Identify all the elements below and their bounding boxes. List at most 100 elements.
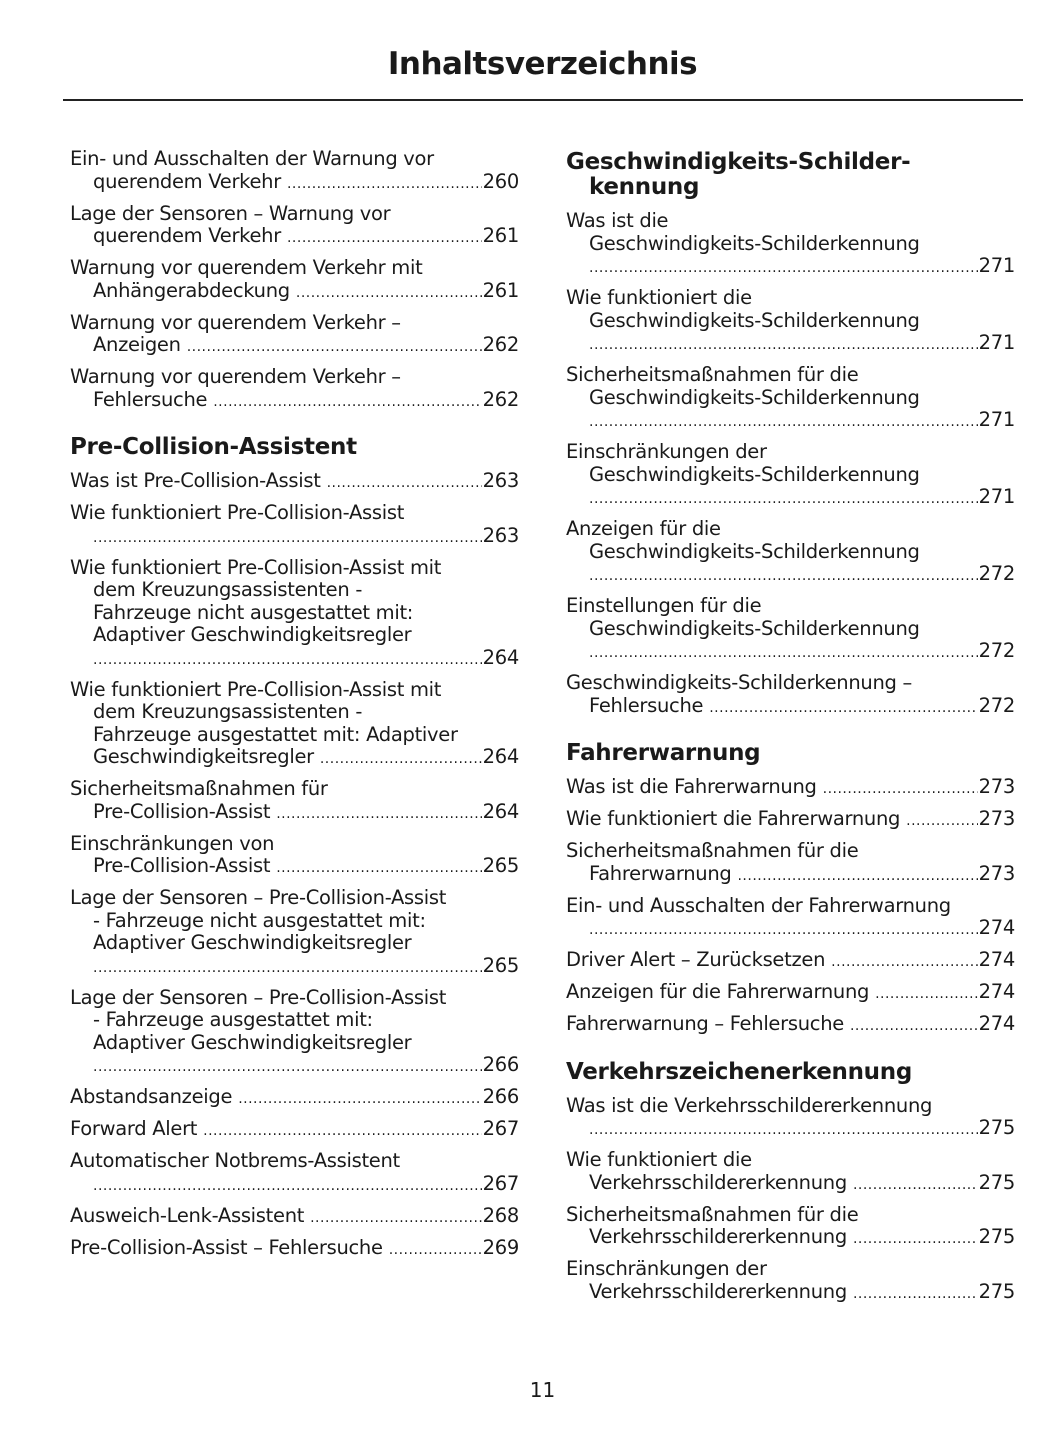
dot-leader xyxy=(93,955,482,980)
toc-page-number[interactable]: 274 xyxy=(978,980,1016,1003)
dot-leader xyxy=(287,225,482,250)
toc-page-number[interactable]: 266 xyxy=(482,1085,520,1108)
toc-page-number[interactable]: 272 xyxy=(978,562,1016,585)
toc-entry-line: Forward Alert xyxy=(70,1117,198,1140)
toc-entry-line: Fahrerwarnung xyxy=(589,861,732,885)
toc-entry[interactable]: Pre-Collision-Assist – Fehlersuche 269 xyxy=(70,1235,520,1262)
toc-entry[interactable]: Einschränkungen der Geschwindigkeits-Schi… xyxy=(566,440,1016,511)
toc-entry[interactable]: Fahrerwarnung – Fehlersuche 274 xyxy=(566,1012,1016,1038)
toc-page-number[interactable]: 264 xyxy=(482,645,520,669)
toc-entry[interactable]: Forward Alert 267 xyxy=(70,1117,520,1143)
toc-page-number[interactable]: 264 xyxy=(482,745,520,768)
toc-page-number[interactable]: 267 xyxy=(482,1117,520,1140)
toc-page-number[interactable]: 274 xyxy=(978,948,1016,971)
toc-entry[interactable]: Was ist die Verkehrsschildererkennung 275 xyxy=(566,1094,1016,1142)
toc-entry-line: Was ist die Fahrerwarnung xyxy=(566,775,817,798)
toc-page-number[interactable]: 262 xyxy=(482,333,520,356)
toc-entry[interactable]: Anzeigen für die Fahrerwarnung 274 xyxy=(566,980,1016,1006)
toc-page-number[interactable]: 273 xyxy=(978,775,1016,798)
toc-page-number[interactable]: 271 xyxy=(978,254,1016,277)
toc-page-number[interactable]: 262 xyxy=(482,387,520,411)
toc-entry-line: Geschwindigkeits-Schilderkennung – xyxy=(566,671,912,694)
toc-entry[interactable]: Sicherheitsmaßnahmen für die Geschwindigk… xyxy=(566,363,1016,434)
toc-entry-line: Einschränkungen der xyxy=(566,440,767,463)
toc-entry-line: querendem Verkehr xyxy=(93,169,281,193)
toc-entry[interactable]: Wie funktioniert die Verkehrsschildererke… xyxy=(566,1148,1016,1197)
toc-entry[interactable]: Ein- und Ausschalten der Warnung vor quer… xyxy=(70,147,520,195)
toc-page-number[interactable]: 267 xyxy=(482,1171,520,1195)
toc-page-number[interactable]: 272 xyxy=(978,639,1016,662)
toc-entry[interactable]: Lage der Sensoren – Pre-Collision-Assist… xyxy=(70,986,520,1079)
toc-entry-line: Automatischer Notbrems-Assistent xyxy=(70,1149,400,1172)
toc-page-number[interactable]: 275 xyxy=(978,1279,1016,1303)
toc-entry[interactable]: Wie funktioniert Pre-Collision-Assist 263 xyxy=(70,501,520,549)
toc-entry[interactable]: Was ist die Fahrerwarnung 273 xyxy=(566,775,1016,801)
toc-page-number[interactable]: 271 xyxy=(978,408,1016,431)
toc-entry-last-line: Verkehrsschildererkennung 275 xyxy=(566,1170,1016,1197)
dot-leader xyxy=(853,1172,978,1197)
toc-entry[interactable]: Sicherheitsmaßnahmen für Pre-Collision-As… xyxy=(70,777,520,825)
toc-entry[interactable]: Geschwindigkeits-Schilderkennung – Fehler… xyxy=(566,671,1016,719)
dot-leader xyxy=(589,486,978,511)
toc-page-number[interactable]: 266 xyxy=(482,1053,520,1076)
dot-leader xyxy=(276,855,481,880)
toc-page-number[interactable]: 265 xyxy=(482,854,520,877)
toc-entry-line: Driver Alert – Zurücksetzen xyxy=(566,948,826,971)
toc-entry[interactable]: Sicherheitsmaßnahmen für die Verkehrsschi… xyxy=(566,1203,1016,1251)
toc-page-number[interactable]: 263 xyxy=(482,469,520,492)
page-title: Inhaltsverzeichnis xyxy=(387,46,698,82)
toc-page-number[interactable]: 274 xyxy=(978,1012,1016,1035)
toc-entry[interactable]: Ausweich-Lenk-Assistent 268 xyxy=(70,1203,520,1230)
toc-entry[interactable]: Lage der Sensoren – Pre-Collision-Assist… xyxy=(70,886,520,980)
toc-page-number[interactable]: 273 xyxy=(978,807,1016,830)
toc-entry[interactable]: Warnung vor querendem Verkehr –Anzeigen 2… xyxy=(70,311,520,359)
toc-entry-last-line: 275 xyxy=(566,1116,1016,1142)
toc-page-number[interactable]: 273 xyxy=(978,861,1016,885)
toc-page-number[interactable]: 261 xyxy=(482,224,520,247)
toc-entry[interactable]: Was ist Pre-Collision-Assist 263 xyxy=(70,469,520,495)
toc-entry[interactable]: Anzeigen für die Geschwindigkeits-Schilde… xyxy=(566,517,1016,588)
toc-page-number[interactable]: 265 xyxy=(482,953,520,977)
toc-entry-last-line: 266 xyxy=(70,1053,520,1079)
toc-entry[interactable]: Ein- und Ausschalten der Fahrerwarnung 27… xyxy=(566,894,1016,942)
toc-entry[interactable]: Automatischer Notbrems-Assistent 267 xyxy=(70,1149,520,1197)
toc-page-number[interactable]: 268 xyxy=(482,1203,520,1227)
toc-entry[interactable]: Einstellungen für die Geschwindigkeits-Sc… xyxy=(566,594,1016,665)
toc-page-number[interactable]: 271 xyxy=(978,331,1016,354)
toc-entry[interactable]: Einschränkungen der Verkehrsschildererken… xyxy=(566,1257,1016,1305)
toc-entry-last-line: Fahrerwarnung – Fehlersuche 274 xyxy=(566,1012,1016,1038)
toc-entry-line: dem Kreuzungsassistenten - xyxy=(93,578,363,601)
section-heading-line: Fahrerwarnung xyxy=(566,740,761,766)
toc-entry[interactable]: Driver Alert – Zurücksetzen 274 xyxy=(566,948,1016,974)
toc-page-number[interactable]: 263 xyxy=(482,523,520,547)
toc-page-number[interactable]: 275 xyxy=(978,1225,1016,1248)
toc-entry[interactable]: Wie funktioniert die Geschwindigkeits-Sch… xyxy=(566,286,1016,357)
toc-page-number[interactable]: 271 xyxy=(978,485,1016,508)
toc-page-number[interactable]: 275 xyxy=(978,1116,1016,1139)
toc-entry-line: Einschränkungen der xyxy=(566,1257,767,1280)
toc-entry[interactable]: Warnung vor querendem Verkehr mit Anhänge… xyxy=(70,256,520,304)
dot-leader xyxy=(875,981,978,1006)
toc-entry[interactable]: Wie funktioniert Pre-Collision-Assist mi… xyxy=(70,678,520,771)
page-number: 11 xyxy=(529,1378,556,1402)
toc-entry-last-line: Pre-Collision-Assist – Fehlersuche 269 xyxy=(70,1235,520,1262)
toc-entry[interactable]: Wie funktioniert die Fahrerwarnung 273 xyxy=(566,807,1016,833)
toc-entry[interactable]: Sicherheitsmaßnahmen für die Fahrerwarnun… xyxy=(566,839,1016,887)
toc-page-number[interactable]: 260 xyxy=(482,169,520,193)
toc-page-number[interactable]: 274 xyxy=(978,916,1016,939)
toc-entry[interactable]: Warnung vor querendem Verkehr – Fehlersuc… xyxy=(70,365,520,413)
toc-entry[interactable]: Was ist die Geschwindigkeits-Schilderkenn… xyxy=(566,209,1016,280)
section-heading-line: Pre-Collision-Assistent xyxy=(70,434,357,460)
toc-page-number[interactable]: 275 xyxy=(978,1170,1016,1194)
toc-page-number[interactable]: 269 xyxy=(482,1235,520,1259)
toc-entry-line: Einschränkungen von xyxy=(70,831,275,855)
toc-entry-line: Wie funktioniert die xyxy=(566,1148,752,1171)
toc-page-number[interactable]: 272 xyxy=(978,693,1016,717)
dot-leader xyxy=(823,776,978,801)
toc-entry[interactable]: Abstandsanzeige 266 xyxy=(70,1085,520,1111)
toc-entry[interactable]: Lage der Sensoren – Warnung vor querendem… xyxy=(70,202,520,250)
toc-page-number[interactable]: 261 xyxy=(482,278,520,302)
toc-entry[interactable]: Wie funktioniert Pre-Collision-Assist mi… xyxy=(70,556,520,672)
toc-page-number[interactable]: 264 xyxy=(482,799,520,823)
